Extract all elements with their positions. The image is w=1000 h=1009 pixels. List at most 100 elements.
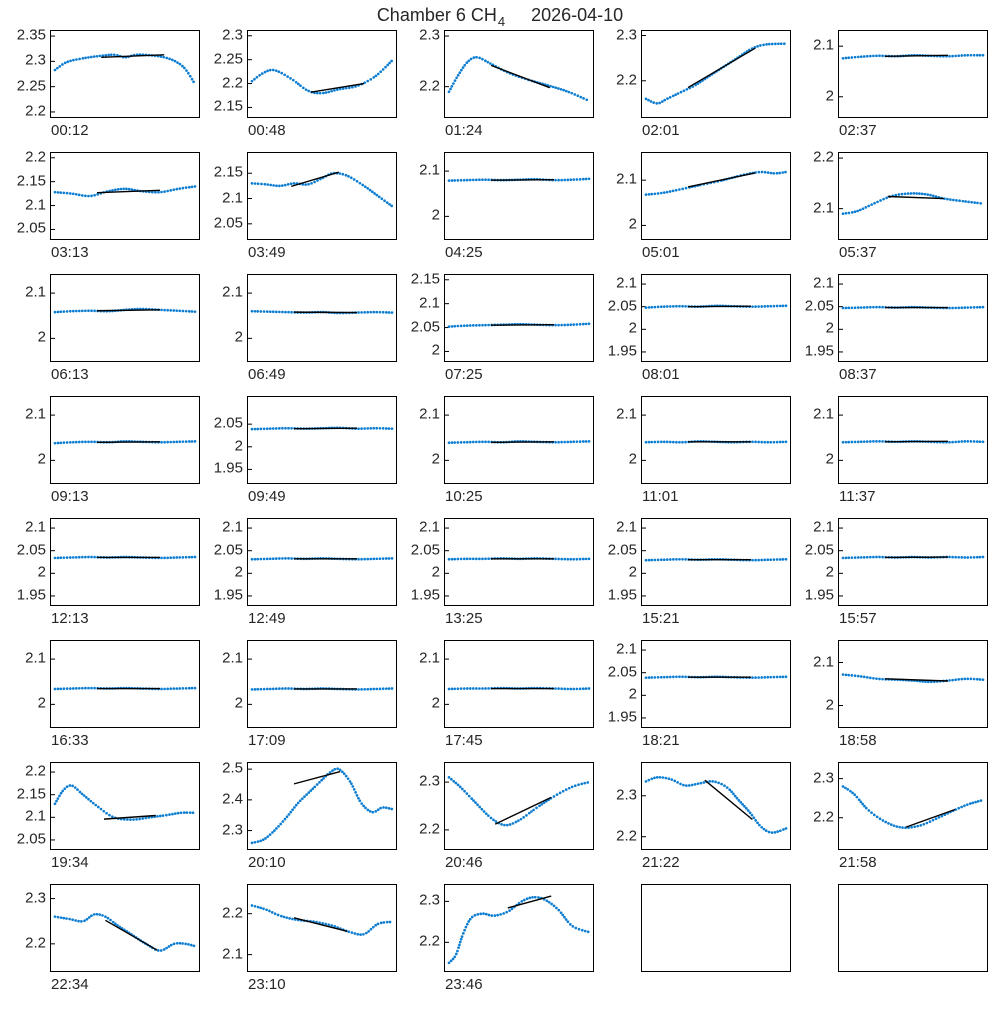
y-axis-tick-labels: 2 2.1 [400, 152, 444, 238]
plot-row: 2 2.1 [597, 396, 794, 484]
subplot-1213: 1.95 2 2.05 2.1 12:13 [6, 518, 203, 640]
y-tick-label: 2.15 [16, 172, 46, 190]
plot-area [444, 274, 594, 362]
y-tick-label: 2 [234, 437, 243, 455]
y-tick-label: 2.2 [419, 77, 440, 95]
y-tick-label: 2 [825, 319, 834, 337]
subplot-time-label: 07:25 [445, 366, 483, 383]
y-axis-tick-labels: 2 2.1 [597, 152, 641, 238]
plot-row: 2.1 2.2 [203, 884, 400, 972]
y-tick-label: 2 [628, 685, 637, 703]
subplot-0725: 2 2.05 2.1 2.15 07:25 [400, 271, 597, 396]
subplot-time-label: 02:37 [839, 122, 877, 139]
plot-row [794, 884, 991, 972]
plot-row: 1.95 2 2.05 2.1 [203, 518, 400, 606]
y-tick-label: 2.1 [419, 518, 440, 536]
y-axis-tick-labels: 2.2 2.3 [400, 884, 444, 970]
y-tick-label: 2.15 [16, 785, 46, 803]
subplot-time-label: 00:12 [51, 122, 89, 139]
y-tick-label: 2 [628, 319, 637, 337]
y-tick-label: 2.3 [419, 891, 440, 909]
y-tick-label: 2.1 [813, 36, 834, 54]
plot-row: 2 2.1 [203, 640, 400, 728]
y-tick-label: 2.05 [16, 830, 46, 848]
y-tick-label: 2.05 [410, 318, 440, 336]
y-tick-label: 2 [825, 563, 834, 581]
y-axis-tick-labels: 1.95 2 2.05 2.1 [794, 518, 838, 604]
plot-area [444, 152, 594, 240]
y-axis-tick-labels: 2 2.1 [6, 274, 50, 360]
y-tick-label: 2.1 [222, 189, 243, 207]
plot-area [641, 30, 791, 118]
y-tick-label: 2.05 [213, 214, 243, 232]
plot-area [247, 518, 397, 606]
y-tick-label: 2.3 [616, 786, 637, 804]
subplot-0048: 2.15 2.2 2.25 2.3 00:48 [203, 27, 400, 152]
y-tick-label: 2.1 [616, 640, 637, 658]
subplot-0949: 1.95 2 2.05 09:49 [203, 396, 400, 518]
plot-area [838, 518, 988, 606]
y-tick-label: 2.05 [804, 297, 834, 315]
plot-area [247, 274, 397, 362]
plot-row: 1.95 2 2.05 2.1 [597, 274, 794, 362]
y-tick-label: 2 [37, 328, 46, 346]
plot-row: 1.95 2 2.05 [203, 396, 400, 484]
y-axis-tick-labels: 1.95 2 2.05 [203, 396, 247, 482]
y-axis-tick-labels: 1.95 2 2.05 2.1 [203, 518, 247, 604]
y-tick-label: 2.15 [213, 97, 243, 115]
y-axis-tick-labels: 1.95 2 2.05 2.1 [400, 518, 444, 604]
subplot-empty [794, 884, 991, 1006]
y-tick-label: 2 [628, 215, 637, 233]
y-tick-label: 2 [628, 450, 637, 468]
plot-row: 2.2 2.3 [400, 884, 597, 972]
plot-area [444, 762, 594, 850]
subplot-time-label: 08:01 [642, 366, 680, 383]
y-tick-label: 1.95 [607, 586, 637, 604]
subplot-1934: 2.05 2.1 2.15 2.2 19:34 [6, 762, 203, 884]
y-tick-label: 1.95 [607, 342, 637, 360]
y-axis-tick-labels: 1.95 2 2.05 2.1 [794, 274, 838, 360]
plot-row: 1.95 2 2.05 2.1 [597, 518, 794, 606]
y-tick-label: 2.1 [222, 945, 243, 963]
y-tick-label: 2 [234, 328, 243, 346]
y-tick-label: 2.1 [25, 283, 46, 301]
subplot-time-label: 16:33 [51, 732, 89, 749]
y-tick-label: 1.95 [213, 586, 243, 604]
plot-row: 2 2.1 [400, 152, 597, 240]
plot-row: 2.05 2.1 2.15 2.2 [6, 762, 203, 850]
plot-row: 1.95 2 2.05 2.1 [794, 518, 991, 606]
y-tick-label: 2 [431, 694, 440, 712]
y-tick-label: 2.35 [16, 26, 46, 44]
subplot-0837: 1.95 2 2.05 2.1 08:37 [794, 274, 991, 396]
plot-area [641, 884, 791, 972]
y-tick-label: 2.05 [16, 541, 46, 559]
plot-row: 2 2.1 [794, 640, 991, 728]
subplot-0425: 2 2.1 04:25 [400, 152, 597, 274]
y-axis-tick-labels: 2.2 2.25 2.3 2.35 [6, 26, 50, 119]
plot-row: 2.2 2.25 2.3 2.35 [6, 26, 203, 119]
plot-area [444, 518, 594, 606]
subplot-1101: 2 2.1 11:01 [597, 396, 794, 518]
y-tick-label: 2.3 [25, 51, 46, 69]
y-axis-tick-labels: 2.15 2.2 2.25 2.3 [203, 27, 247, 116]
y-axis-tick-labels: 2.2 2.3 [794, 762, 838, 848]
y-tick-label: 2.2 [25, 762, 46, 780]
plot-area [444, 884, 594, 972]
subplot-0349: 2.05 2.1 2.15 03:49 [203, 152, 400, 274]
plot-area [838, 640, 988, 728]
plot-area [50, 762, 200, 850]
plot-area [838, 152, 988, 240]
y-axis-tick-labels: 2 2.1 [597, 396, 641, 482]
y-axis-tick-labels: 2 2.1 [794, 30, 838, 116]
subplot-0501: 2 2.1 05:01 [597, 152, 794, 274]
y-tick-label: 1.95 [607, 708, 637, 726]
y-axis-tick-labels: 2 2.1 [794, 396, 838, 482]
subplot-0237: 2 2.1 02:37 [794, 30, 991, 152]
plot-row: 2 2.1 [203, 274, 400, 362]
y-tick-label: 2.1 [813, 653, 834, 670]
subplot-0537: 2.1 2.2 05:37 [794, 150, 991, 274]
plot-area [50, 640, 200, 728]
plot-row: 2.15 2.2 2.25 2.3 [203, 27, 400, 118]
y-tick-label: 2.1 [813, 518, 834, 536]
